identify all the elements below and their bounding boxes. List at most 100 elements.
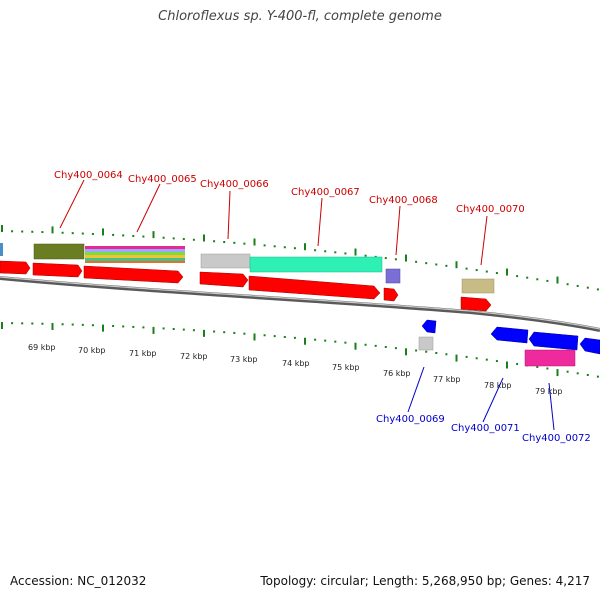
cds-arrow[interactable]	[383, 287, 399, 302]
minor-tick	[81, 323, 84, 326]
major-tick	[556, 276, 559, 284]
scale-label-78: 78 kbp	[484, 381, 512, 390]
gene-label-chy400-0069[interactable]: Chy400_0069	[376, 414, 445, 425]
minor-tick	[172, 237, 175, 240]
cds-arrow[interactable]	[248, 275, 381, 300]
feature-block[interactable]	[33, 243, 85, 260]
feature-block[interactable]	[0, 243, 3, 256]
feature-block[interactable]	[200, 253, 251, 269]
cds-arrow[interactable]	[460, 296, 492, 312]
minor-tick	[485, 270, 488, 273]
feature-block[interactable]	[461, 278, 495, 294]
scale-label-75: 75 kbp	[332, 363, 360, 372]
minor-tick	[566, 283, 569, 286]
minor-tick	[263, 334, 266, 337]
cds-arrow[interactable]	[83, 265, 184, 284]
minor-tick	[546, 279, 549, 282]
major-tick	[304, 337, 306, 345]
minor-tick	[334, 340, 337, 343]
scale-label-71: 71 kbp	[129, 349, 157, 358]
minor-tick	[41, 322, 44, 325]
minor-tick	[596, 375, 599, 378]
feature-block[interactable]	[524, 349, 576, 367]
minor-tick	[415, 260, 418, 263]
major-tick	[102, 324, 104, 332]
minor-tick	[243, 332, 246, 335]
map-title: Chloroflexus sp. Y-400-fl, complete geno…	[158, 9, 442, 24]
gene-label-chy400-0071[interactable]: Chy400_0071	[451, 423, 520, 434]
scale-label-74: 74 kbp	[282, 359, 310, 368]
cds-arrow[interactable]	[199, 271, 249, 288]
minor-tick	[314, 338, 317, 341]
minor-tick	[576, 372, 579, 375]
gene-label-chy400-0070[interactable]: Chy400_0070	[456, 204, 525, 215]
cds-arrow[interactable]	[0, 260, 31, 275]
cds-arrow[interactable]	[528, 331, 579, 351]
scale-label-70: 70 kbp	[78, 346, 106, 355]
minor-tick	[445, 353, 448, 356]
gene-label-chy400-0067[interactable]: Chy400_0067	[291, 187, 360, 198]
gene-label-chy400-0066[interactable]: Chy400_0066	[200, 179, 269, 190]
minor-tick	[41, 231, 44, 234]
minor-tick	[142, 235, 145, 238]
minor-tick	[445, 264, 448, 267]
cds-arrow[interactable]	[421, 319, 437, 334]
minor-tick	[374, 344, 377, 347]
minor-tick	[283, 246, 286, 249]
scale-label-76: 76 kbp	[383, 369, 411, 378]
forward-cds-track	[0, 260, 492, 312]
minor-tick	[586, 373, 589, 376]
major-tick	[253, 333, 256, 341]
genome-backbone	[0, 276, 600, 332]
minor-tick	[122, 325, 125, 328]
multi-domain-feature[interactable]	[85, 246, 185, 263]
gene-label-chy400-0064[interactable]: Chy400_0064	[54, 170, 123, 181]
minor-tick	[31, 322, 34, 325]
cds-arrow[interactable]	[32, 262, 83, 278]
minor-tick	[283, 335, 286, 338]
minor-tick	[182, 238, 185, 241]
minor-tick	[425, 262, 428, 265]
minor-tick	[334, 251, 337, 254]
major-tick	[455, 261, 458, 269]
major-tick	[354, 248, 357, 256]
minor-tick	[11, 230, 14, 233]
scale-label-73: 73 kbp	[230, 355, 258, 364]
minor-tick	[384, 345, 387, 348]
minor-tick	[435, 263, 438, 266]
feature-block[interactable]	[385, 268, 401, 284]
genome-summary-text: Topology: circular; Length: 5,268,950 bp…	[260, 574, 590, 588]
minor-tick	[314, 249, 317, 252]
minor-tick	[586, 286, 589, 289]
minor-tick	[546, 367, 549, 370]
cds-arrow[interactable]	[579, 337, 600, 355]
scale-label-77: 77 kbp	[433, 375, 461, 384]
minor-tick	[293, 336, 296, 339]
scale-labels: 69 kbp 70 kbp 71 kbp 72 kbp 73 kbp 74 kb…	[28, 343, 563, 396]
major-tick	[152, 326, 155, 334]
minor-tick	[192, 329, 195, 332]
major-tick	[253, 238, 256, 246]
scale-label-72: 72 kbp	[180, 352, 208, 361]
minor-tick	[71, 323, 74, 326]
minor-tick	[71, 232, 74, 235]
feature-block[interactable]	[249, 256, 383, 273]
minor-tick	[182, 328, 185, 331]
gene-label-chy400-0065[interactable]: Chy400_0065	[128, 174, 197, 185]
minor-tick	[566, 370, 569, 373]
minor-tick	[263, 244, 266, 247]
minor-tick	[394, 258, 397, 261]
minor-tick	[91, 324, 94, 327]
minor-tick	[384, 257, 387, 260]
minor-tick	[162, 327, 165, 330]
minor-tick	[273, 245, 276, 248]
scale-label-69: 69 kbp	[28, 343, 56, 352]
cds-arrow[interactable]	[490, 326, 529, 344]
gene-label-chy400-0068[interactable]: Chy400_0068	[369, 195, 438, 206]
scale-label-79: 79 kbp	[535, 387, 563, 396]
minor-tick	[576, 284, 579, 287]
minor-tick	[536, 278, 539, 281]
feature-block[interactable]	[418, 336, 434, 351]
gene-label-chy400-0072[interactable]: Chy400_0072	[522, 433, 591, 444]
